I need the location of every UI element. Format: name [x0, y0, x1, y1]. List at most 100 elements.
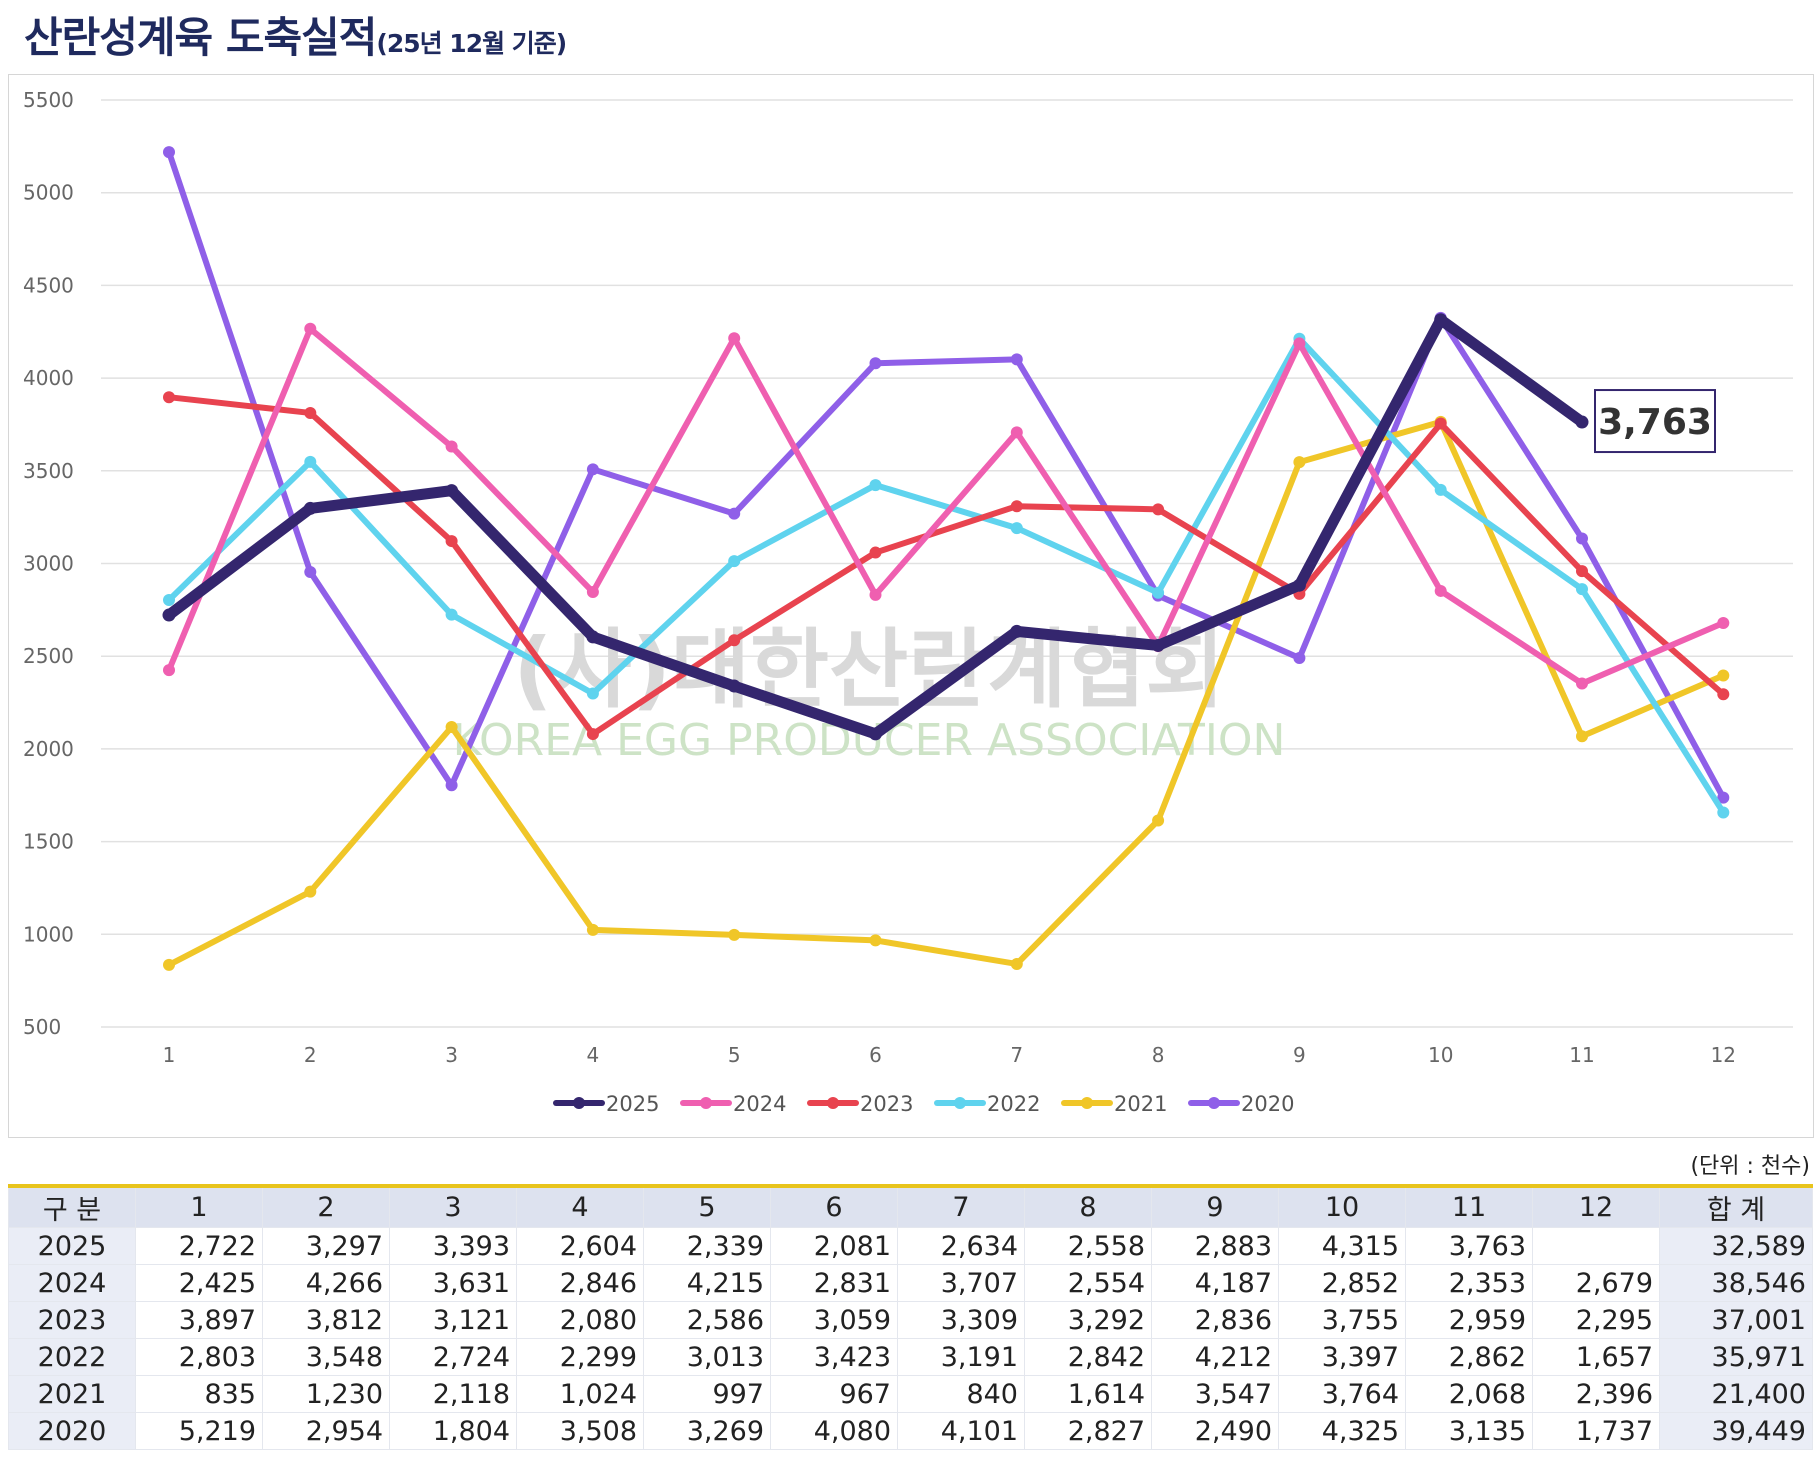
line-chart: 500 1000 1500 2000 2500 3000 3500 4000 4500 5000 5… [23, 88, 1793, 1116]
data-point [728, 507, 741, 520]
table-cell: 3,121 [389, 1301, 517, 1339]
table-cell: 1,230 [262, 1375, 390, 1413]
column-header: 3 [389, 1185, 517, 1228]
table-header-row: 구 분 1 2 3 4 5 6 7 8 9 10 11 12 합 계 [8, 1185, 1813, 1228]
data-point [1010, 522, 1023, 535]
x-axis-ticks: 1 2 3 4 5 6 7 8 9 10 11 12 [163, 1043, 1736, 1067]
data-point [1010, 426, 1023, 439]
data-table: 구 분 1 2 3 4 5 6 7 8 9 10 11 12 합 계 2025 2,722 3,297 3,39… [8, 1184, 1813, 1450]
table-cell: 4,187 [1151, 1264, 1279, 1302]
data-point [586, 630, 600, 644]
x-tick-label: 6 [869, 1043, 882, 1067]
data-point [1434, 584, 1447, 597]
row-total: 21,400 [1659, 1375, 1813, 1413]
table-cell: 2,827 [1024, 1412, 1152, 1450]
x-tick-label: 5 [728, 1043, 741, 1067]
legend-item-2024: 2024 [680, 1092, 786, 1116]
table-cell: 2,299 [516, 1338, 644, 1376]
row-total: 37,001 [1659, 1301, 1813, 1339]
table-cell: 2,954 [262, 1412, 390, 1450]
table-cell: 2,803 [135, 1338, 263, 1376]
y-tick-label: 5500 [23, 88, 74, 112]
y-tick-label: 2500 [23, 644, 74, 668]
table-cell: 2,836 [1151, 1301, 1279, 1339]
table-cell: 3,755 [1278, 1301, 1406, 1339]
x-tick-label: 12 [1711, 1043, 1736, 1067]
data-point [445, 440, 458, 453]
data-point [1010, 624, 1024, 638]
data-point [1576, 677, 1588, 690]
series-line-2022 [166, 335, 1727, 816]
data-point [445, 721, 458, 734]
table-cell: 840 [897, 1375, 1025, 1413]
table-cell: 4,215 [643, 1264, 771, 1302]
page-title: 산란성계육 도축실적(25년 12월 기준) [24, 4, 567, 68]
data-point [1293, 652, 1306, 665]
series-line-2023 [166, 394, 1727, 738]
table-cell: 2,831 [770, 1264, 898, 1302]
data-point [586, 586, 599, 599]
legend-label: 2022 [987, 1092, 1040, 1116]
data-point [1152, 814, 1165, 827]
row-year: 2020 [8, 1412, 136, 1450]
table-row: 2022 2,803 3,548 2,724 2,299 3,013 3,423 3,191 2… [8, 1338, 1813, 1376]
y-tick-label: 2000 [23, 737, 74, 761]
data-point [586, 463, 599, 476]
table-cell: 3,013 [643, 1338, 771, 1376]
x-tick-label: 3 [445, 1043, 458, 1067]
data-point [1292, 578, 1306, 592]
data-point [1010, 353, 1023, 366]
data-point [1434, 313, 1448, 327]
data-point [162, 608, 176, 622]
column-header: 4 [516, 1185, 644, 1228]
data-point [586, 923, 599, 936]
legend-item-2025: 2025 [553, 1092, 659, 1116]
table-cell: 2,081 [770, 1227, 898, 1265]
series-2021 [163, 415, 1730, 971]
table-cell: 4,212 [1151, 1338, 1279, 1376]
legend-label: 2025 [606, 1092, 659, 1116]
watermark-english: KOREA EGG PRODUCER ASSOCIATION [453, 715, 1286, 766]
data-point [869, 546, 882, 559]
data-point [303, 501, 317, 515]
legend-label: 2020 [1241, 1092, 1294, 1116]
table-cell: 2,586 [643, 1301, 771, 1339]
table-cell: 1,737 [1532, 1412, 1660, 1450]
data-point [445, 779, 458, 792]
legend-marker [827, 1097, 839, 1109]
table-cell: 2,558 [1024, 1227, 1152, 1265]
table-cell: 2,722 [135, 1227, 263, 1265]
data-point [1717, 617, 1730, 630]
column-header: 11 [1405, 1185, 1533, 1228]
y-tick-label: 1500 [23, 830, 74, 854]
series-line-2024 [166, 325, 1727, 687]
table-cell: 1,804 [389, 1412, 517, 1450]
data-point [163, 594, 175, 607]
x-tick-label: 9 [1293, 1043, 1306, 1067]
table-row: 2020 5,219 2,954 1,804 3,508 3,269 4,080 4,101 2… [8, 1412, 1813, 1450]
column-header: 1 [135, 1185, 263, 1228]
y-axis-ticks: 500 1000 1500 2000 2500 3000 3500 4000 4500 5000 5… [23, 88, 74, 1039]
x-tick-label: 8 [1152, 1043, 1165, 1067]
series-2024 [163, 322, 1730, 690]
data-point [304, 455, 317, 468]
data-point [869, 727, 882, 741]
row-total: 32,589 [1659, 1227, 1813, 1265]
y-tick-label: 4500 [23, 273, 74, 297]
data-point [1575, 415, 1589, 429]
chart-panel: 500 1000 1500 2000 2500 3000 3500 4000 4500 5000 5… [8, 74, 1814, 1138]
table-row: 2021 835 1,230 2,118 1,024 997 967 840 1,614 3,54… [8, 1375, 1813, 1413]
table-cell: 2,396 [1532, 1375, 1660, 1413]
row-total: 35,971 [1659, 1338, 1813, 1376]
table-cell: 2,068 [1405, 1375, 1533, 1413]
table-cell: 2,080 [516, 1301, 644, 1339]
legend-item-2023: 2023 [807, 1092, 913, 1116]
table-cell: 4,266 [262, 1264, 390, 1302]
data-point [1434, 483, 1447, 496]
legend-item-2021: 2021 [1061, 1092, 1167, 1116]
data-point [1293, 337, 1306, 350]
row-year: 2025 [8, 1227, 136, 1265]
table-cell: 3,397 [1278, 1338, 1406, 1376]
data-point [445, 608, 458, 621]
table-cell: 2,425 [135, 1264, 263, 1302]
